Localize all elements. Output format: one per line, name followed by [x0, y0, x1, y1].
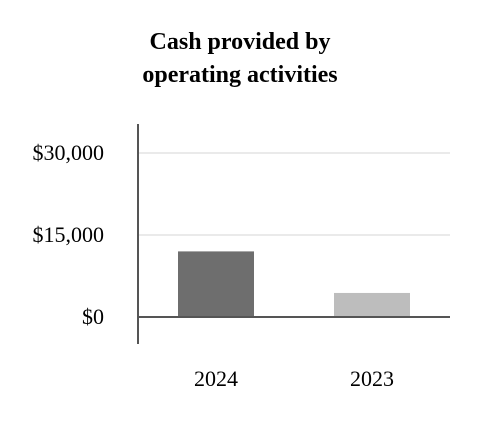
y-tick-label: $30,000 [33, 140, 105, 165]
chart-title-line-2: operating activities [142, 62, 338, 88]
axes [137, 124, 450, 344]
x-tick-label: 2024 [194, 366, 238, 391]
bar-2024 [178, 251, 254, 317]
y-tick-label: $15,000 [33, 222, 105, 247]
y-tick-labels: $0 $15,000 $30,000 [33, 140, 105, 329]
x-tick-label: 2023 [350, 366, 394, 391]
bar-2023 [334, 292, 410, 317]
x-tick-labels: 2024 2023 [194, 366, 394, 391]
bars [178, 251, 410, 317]
y-tick-label: $0 [82, 304, 104, 329]
gridlines [138, 152, 450, 236]
chart-title: Cash provided by operating activities [0, 26, 480, 92]
chart-title-line-1: Cash provided by [149, 29, 331, 55]
